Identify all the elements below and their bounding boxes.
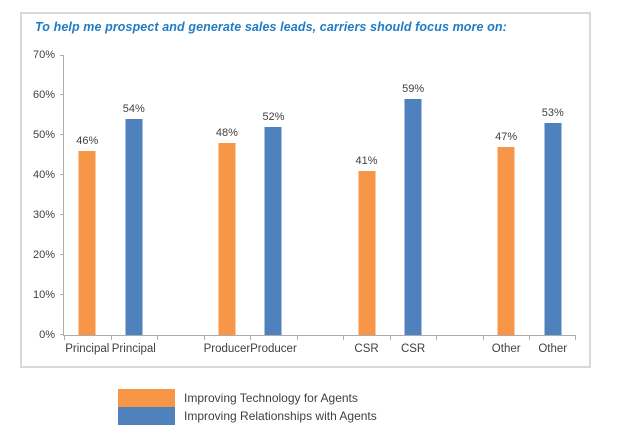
bar-value-label: 48% [215,127,238,140]
bar-principal-series0 [78,151,96,335]
legend: Improving Technology for Agents Improvin… [118,389,377,425]
category-label: Principal [65,343,110,355]
x-axis-tick [436,335,438,340]
y-axis-tick [60,174,64,175]
y-axis-tick [60,213,64,215]
bar-producer-series1 [264,127,282,335]
spacer-cell [157,55,204,335]
bar-value-label: 54% [122,103,145,115]
legend-label-technology: Improving Technology for Agents [184,391,358,405]
bar-value-label: 52% [262,111,285,123]
x-axis-tick [343,335,345,340]
x-axis-tick [296,335,298,340]
chart-frame: To help me prospect and generate sales l… [20,12,591,368]
bar-cell: 41% CSR [343,55,390,355]
x-axis-tick [203,335,205,340]
category-label: CSR [400,343,426,355]
x-axis-tick [110,335,112,340]
bar-value-label: 59% [402,83,425,95]
y-axis-label: 30% [32,209,55,221]
legend-row-relationships: Improving Relationships with Agents [118,407,377,425]
bar-producer-series0 [218,143,236,335]
y-axis-label: 0% [39,329,55,341]
y-axis-tick [60,294,64,295]
bar-cells: 46% Principal 54% Principal 48% Producer 52% Pr… [64,55,576,355]
bar-csr-series1 [404,99,422,335]
bar-other-series1 [544,123,562,335]
y-axis-label: 70% [32,49,55,61]
y-axis-tick [60,55,64,56]
chart-title: To help me prospect and generate sales l… [35,20,507,34]
bar-value-label: 41% [355,155,378,167]
x-axis-tick [575,335,576,340]
category-label: Other [538,343,568,355]
y-axis-tick [60,254,64,255]
y-axis-tick [60,93,64,95]
category-label: Principal [111,343,156,355]
legend-row-technology: Improving Technology for Agents [118,389,377,407]
y-axis-label: 60% [32,89,55,101]
category-label: Other [491,343,521,355]
plot-area: 46% Principal 54% Principal 48% Producer 52% Pr… [33,49,576,355]
bar-value-label: 47% [495,131,518,143]
spacer-cell [297,55,344,335]
bar-cell: 53% Other [529,55,576,355]
y-axis-label: 20% [32,249,55,261]
bar-cell: 59% CSR [390,55,437,355]
y-axis-label: 50% [32,129,55,141]
x-axis-tick [64,335,65,340]
bar-cell: 54% Principal [111,55,158,355]
category-label: Producer [203,343,251,355]
legend-label-relationships: Improving Relationships with Agents [184,409,377,423]
x-axis-tick [529,335,531,340]
y-axis-tick [60,334,64,335]
legend-swatch-relationships [118,407,175,425]
x-axis-tick [250,335,252,340]
y-axis-label: 40% [32,169,55,181]
bar-cell: 52% Producer [250,55,297,355]
bar-value-label: 53% [541,107,564,119]
category-label: CSR [354,343,379,355]
bar-cell: 46% Principal [64,55,111,355]
bar-cell: 47% Other [483,55,530,355]
x-axis-tick [157,335,159,340]
bar-csr-series0 [358,171,376,335]
bar-other-series0 [497,147,515,335]
y-axis-tick [60,133,64,135]
bar-principal-series1 [125,119,143,335]
x-axis-tick [389,335,391,340]
category-label: Producer [250,343,297,355]
spacer-cell [436,55,483,335]
bar-cell: 48% Producer [204,55,251,355]
legend-swatch-technology [118,389,175,407]
y-axis-label: 10% [32,289,55,301]
x-axis-tick [482,335,484,340]
bar-value-label: 46% [76,135,99,147]
